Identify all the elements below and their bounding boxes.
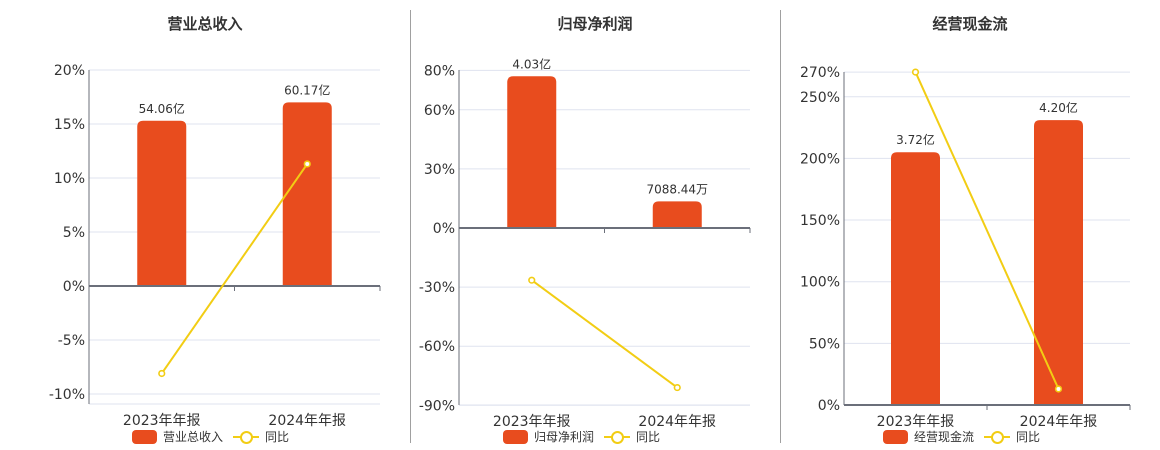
y-tick-label: 100% (800, 275, 840, 291)
bar[interactable] (282, 102, 332, 287)
y-tick-label: 80% (424, 63, 455, 79)
x-tick-label: 2023年年报 (877, 414, 955, 430)
panel-operating-cashflow: 经营现金流 270% 250% 200% 150% 100% 50% 0% 3.72亿 2023… (780, 0, 1160, 450)
x-tick-label: 2024年年报 (638, 414, 716, 430)
y-tick-label: 150% (800, 213, 840, 229)
line-legend-icon[interactable] (604, 430, 631, 444)
y-tick-label: 10% (54, 171, 85, 187)
chart-title: 经营现金流 (932, 15, 1008, 33)
yoy-line (531, 279, 678, 389)
panel-divider (410, 10, 411, 443)
yoy-point[interactable] (528, 276, 536, 284)
y-tick-label: 15% (54, 117, 85, 133)
y-tick-label: 5% (63, 225, 85, 241)
bar-legend-label[interactable]: 归母净利润 (534, 430, 595, 444)
line-legend-label[interactable]: 同比 (265, 430, 290, 444)
y-tick-label: 60% (424, 103, 455, 119)
chart-plot: 20% 15% 10% 5% 0% -5% -10% 54.06亿 2023年年报 60.17亿 2… (49, 63, 381, 429)
y-tick-label: 270% (800, 65, 840, 81)
line-legend-label[interactable]: 同比 (636, 430, 661, 444)
yoy-point[interactable] (673, 383, 681, 392)
yoy-line (914, 71, 1060, 390)
yoy-point[interactable] (303, 160, 311, 168)
y-tick-label: 50% (809, 336, 840, 352)
x-tick-label: 2024年年报 (1020, 414, 1098, 430)
y-tick-label: 20% (54, 63, 85, 79)
y-tick-label: -90% (419, 398, 455, 414)
bar[interactable] (137, 120, 187, 286)
y-tick-label: -10% (49, 387, 85, 403)
chart-plot: 270% 250% 200% 150% 100% 50% 0% 3.72亿 2023年年报 4.2… (800, 65, 1131, 430)
chart-title: 营业总收入 (167, 15, 243, 33)
bar-legend-label[interactable]: 营业总收入 (163, 430, 224, 444)
y-tick-label: -60% (419, 339, 455, 355)
bar[interactable] (1034, 120, 1083, 405)
y-tick-label: 250% (800, 90, 840, 106)
y-tick-label: 0% (818, 398, 840, 414)
panel-revenue: 营业总收入 20% 15% 10% 5% 0% -5% -10% 54.06亿 2023年年报 6… (0, 0, 410, 450)
yoy-point[interactable] (158, 369, 166, 378)
bar-legend-swatch[interactable] (503, 429, 528, 444)
bar-value-label: 3.72亿 (896, 132, 935, 147)
bar-legend-swatch[interactable] (883, 429, 908, 444)
bar-value-label: 54.06亿 (139, 101, 185, 116)
bar-value-label: 4.03亿 (512, 56, 551, 71)
bar[interactable] (891, 152, 940, 405)
y-tick-label: 200% (800, 151, 840, 167)
panel-divider (780, 10, 781, 443)
chart-plot: 80% 60% 30% 0% -30% -60% -90% 4.03亿 2023年年报 7088.… (419, 56, 751, 430)
bar-legend-label[interactable]: 经营现金流 (914, 430, 975, 444)
chart-legend: 营业总收入 同比 (132, 428, 289, 445)
chart-title: 归母净利润 (557, 15, 633, 33)
yoy-line (160, 163, 309, 375)
x-tick-label: 2024年年报 (268, 413, 346, 429)
y-tick-label: -30% (419, 280, 455, 296)
x-tick-label: 2023年年报 (493, 414, 571, 430)
yoy-point[interactable] (1054, 385, 1063, 393)
bar-legend-swatch[interactable] (132, 429, 157, 444)
chart-legend: 归母净利润 同比 (503, 428, 660, 445)
bar-value-label: 4.20亿 (1039, 100, 1078, 115)
bar-value-label: 7088.44万 (646, 182, 708, 196)
x-tick-label: 2023年年报 (123, 413, 201, 429)
y-tick-label: 0% (63, 279, 85, 295)
bar[interactable] (652, 201, 702, 228)
bar[interactable] (507, 76, 557, 228)
chart-legend: 经营现金流 同比 (883, 428, 1040, 445)
line-legend-icon[interactable] (233, 430, 260, 444)
line-legend-label[interactable]: 同比 (1016, 430, 1041, 444)
yoy-point[interactable] (911, 68, 920, 76)
y-tick-label: 30% (424, 162, 455, 178)
line-legend-icon[interactable] (984, 430, 1011, 444)
y-tick-label: 0% (433, 221, 455, 237)
y-tick-label: -5% (58, 333, 85, 349)
panel-net-profit: 归母净利润 80% 60% 30% 0% -30% -60% -90% 4.03亿 2023年年… (410, 0, 780, 450)
bar-value-label: 60.17亿 (284, 82, 330, 97)
